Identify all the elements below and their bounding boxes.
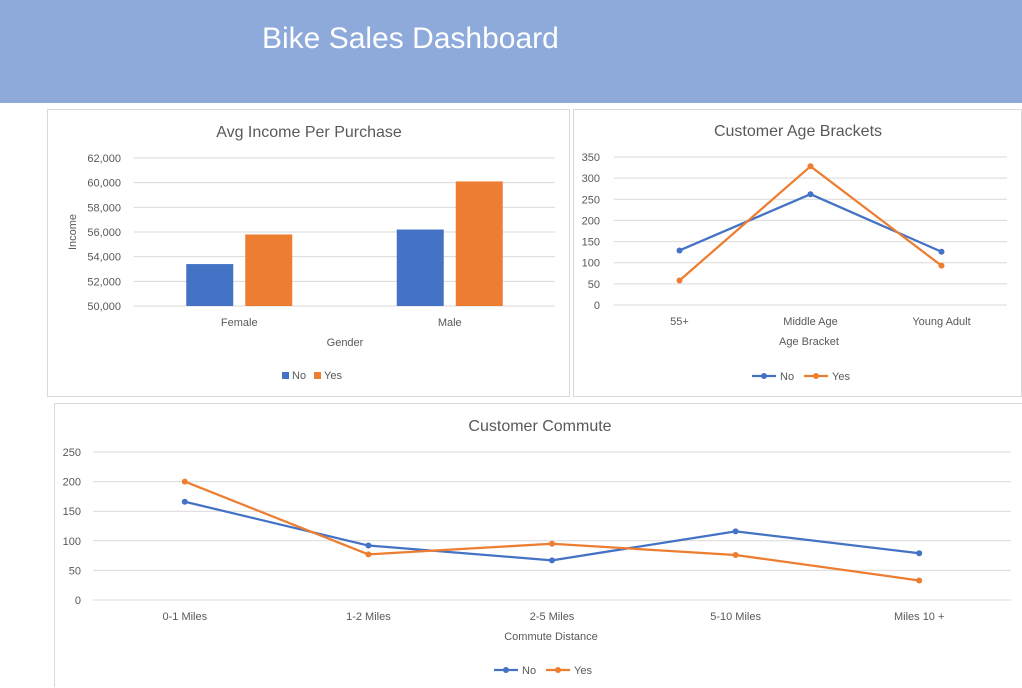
x-axis-title: Gender	[327, 337, 364, 349]
x-tick-label: Male	[438, 317, 462, 329]
y-tick-label: 60,000	[87, 178, 121, 190]
y-tick-label: 100	[582, 258, 600, 270]
x-tick-label: Miles 10 +	[894, 611, 944, 623]
x-axis-title: Commute Distance	[504, 631, 598, 643]
x-tick-label: Middle Age	[783, 316, 837, 328]
y-tick-label: 50,000	[87, 301, 121, 313]
legend-marker-yes	[813, 373, 819, 379]
point-no	[549, 557, 555, 564]
y-tick-label: 350	[582, 152, 600, 164]
legend-label-yes: Yes	[324, 370, 342, 382]
point-yes	[365, 551, 372, 558]
point-yes	[916, 577, 923, 584]
y-tick-label: 58,000	[87, 202, 121, 214]
y-tick-label: 62,000	[87, 153, 121, 165]
x-tick-label: 55+	[670, 316, 689, 328]
line-no	[184, 500, 920, 562]
legend-swatch-no	[282, 372, 289, 379]
y-tick-label: 50	[588, 279, 600, 291]
legend-label-yes: Yes	[574, 665, 592, 677]
y-tick-label: 150	[582, 237, 600, 249]
age-chart-panel: Customer Age Brackets 0 50 100 150 200 250 300 3…	[573, 109, 1022, 397]
y-tick-label: 0	[75, 595, 81, 607]
y-tick-label: 250	[582, 194, 600, 206]
bar-no	[186, 264, 234, 306]
point-yes	[676, 277, 683, 284]
dashboard-title: Bike Sales Dashboard	[262, 22, 559, 55]
y-tick-label: 250	[63, 447, 81, 459]
point-no	[676, 247, 683, 254]
y-tick-label: 50	[69, 565, 81, 577]
point-yes	[181, 478, 188, 485]
x-tick-label: Female	[221, 317, 258, 329]
income-chart-panel: Avg Income Per Purchase 50,000 52,000 54,00…	[47, 109, 570, 397]
y-tick-label: 100	[63, 536, 81, 548]
point-no	[365, 542, 372, 549]
chart-title: Customer Age Brackets	[714, 123, 882, 140]
x-tick-label: 2-5 Miles	[530, 611, 575, 623]
legend-label-no: No	[292, 370, 306, 382]
line-yes	[184, 480, 920, 582]
chart-title: Customer Commute	[468, 418, 611, 435]
point-no	[181, 498, 188, 505]
point-yes	[807, 163, 814, 170]
income-chart: Avg Income Per Purchase 50,000 52,000 54,00…	[67, 124, 555, 382]
point-no	[732, 528, 739, 535]
legend-label-no: No	[780, 371, 794, 383]
legend-label-yes: Yes	[832, 371, 850, 383]
chart-title: Avg Income Per Purchase	[216, 124, 402, 141]
point-no	[807, 191, 814, 198]
line-no	[679, 193, 942, 253]
x-tick-label: 5-10 Miles	[710, 611, 761, 623]
point-no	[938, 248, 945, 255]
x-tick-label: Young Adult	[912, 316, 970, 328]
y-axis-title: Income	[67, 214, 79, 250]
y-tick-label: 150	[63, 506, 81, 518]
bar-yes	[245, 234, 293, 306]
y-tick-label: 200	[63, 477, 81, 489]
bar-yes	[455, 181, 503, 306]
y-tick-label: 56,000	[87, 227, 121, 239]
point-yes	[549, 540, 555, 547]
point-yes	[732, 552, 739, 559]
x-tick-label: 0-1 Miles	[162, 611, 207, 623]
legend-marker-no	[503, 667, 509, 673]
y-tick-label: 0	[594, 300, 600, 312]
line-yes	[678, 165, 943, 282]
legend-label-no: No	[522, 665, 536, 677]
bar-no	[396, 229, 444, 306]
commute-chart-panel: Customer Commute 0 50 100 150 200 250 0-1 Miles…	[54, 403, 1022, 687]
y-tick-label: 200	[582, 215, 600, 227]
legend-swatch-yes	[314, 372, 321, 379]
y-tick-label: 54,000	[87, 252, 121, 264]
legend-marker-no	[761, 373, 767, 379]
point-yes	[938, 262, 945, 269]
point-no	[916, 550, 923, 557]
age-chart: Customer Age Brackets 0 50 100 150 200 250 300 3…	[582, 123, 1007, 383]
legend-marker-yes	[555, 667, 561, 673]
commute-chart: Customer Commute 0 50 100 150 200 250 0-1 Miles…	[63, 418, 1011, 677]
x-tick-label: 1-2 Miles	[346, 611, 391, 623]
y-tick-label: 52,000	[87, 276, 121, 288]
dashboard-header: Bike Sales Dashboard	[0, 0, 1022, 103]
x-axis-title: Age Bracket	[779, 336, 839, 348]
y-tick-label: 300	[582, 173, 600, 185]
